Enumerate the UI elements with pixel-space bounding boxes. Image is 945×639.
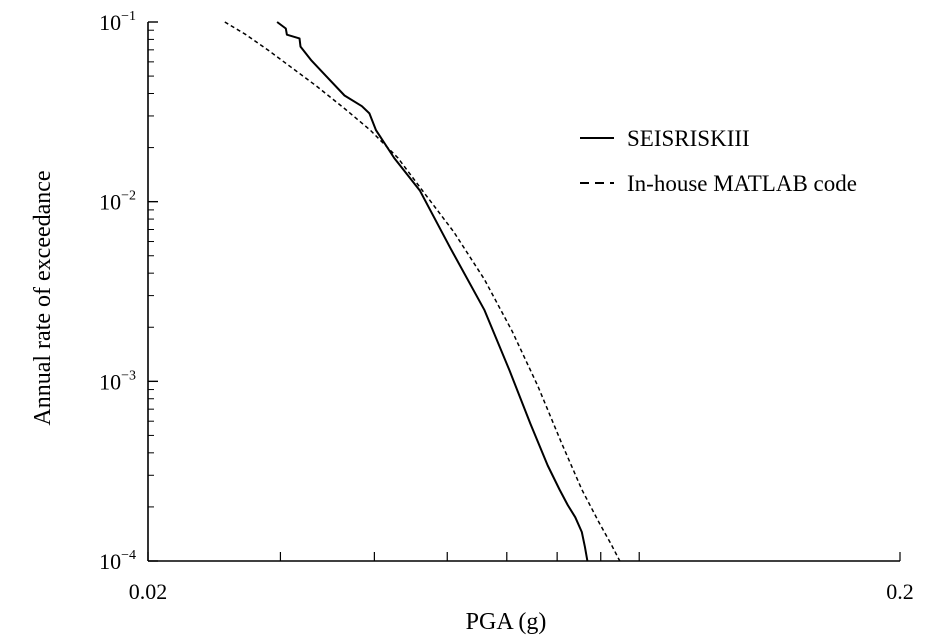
y-tick-label: 10−3 [99,368,136,394]
y-tick-label: 10−2 [99,189,136,215]
axes: 10−1 10−2 10−3 10−4 0.02 0.2 [99,9,914,604]
legend: SEISRISKIII In-house MATLAB code [580,126,857,196]
legend-label-seisriskiii: SEISRISKIII [627,126,750,151]
x-tick-label: 0.2 [886,579,914,604]
x-tick-label: 0.02 [129,579,168,604]
x-axis-title: PGA (g) [466,609,547,635]
legend-label-matlab: In-house MATLAB code [627,171,857,196]
y-tick-label: 10−1 [99,9,136,35]
y-axis-title: Annual rate of exceedance [30,170,56,425]
y-tick-label: 10−4 [99,548,136,574]
plot-area [224,21,621,562]
series-line-matlab [224,21,621,562]
series-line-seisriskiii [276,21,589,562]
